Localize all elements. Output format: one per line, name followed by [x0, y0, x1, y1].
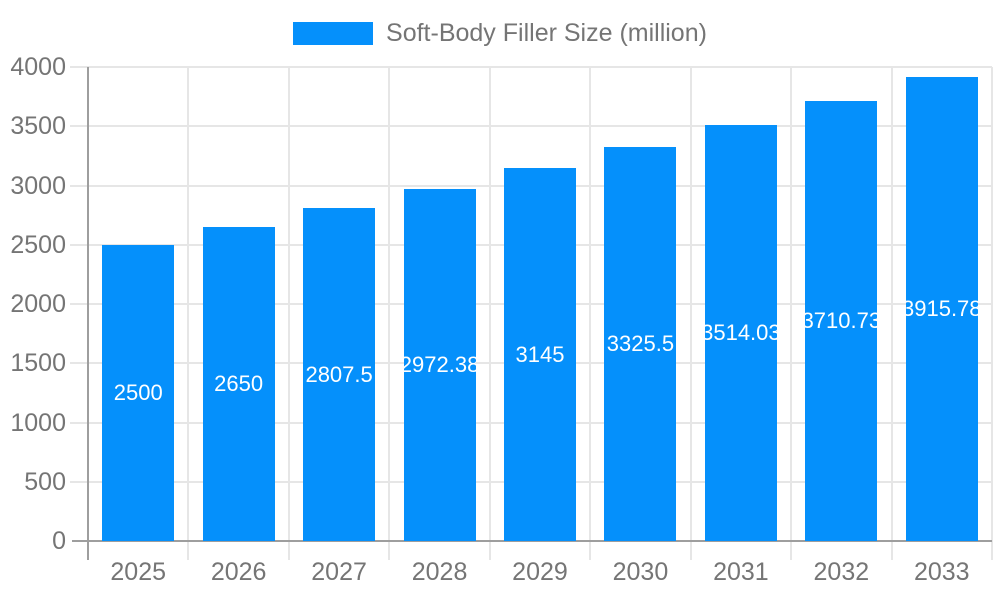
gridline-vertical [790, 67, 793, 560]
gridline-vertical [890, 67, 893, 560]
y-axis-line [87, 67, 89, 560]
x-axis-line [88, 540, 992, 542]
gridline-vertical [589, 67, 592, 560]
y-tick-label: 1500 [10, 349, 66, 378]
x-tick-label: 2025 [110, 558, 167, 586]
y-tick-label: 2500 [10, 230, 66, 259]
bar-2032[interactable]: 3710.73 [805, 101, 878, 541]
y-tick-label: 3500 [10, 112, 66, 141]
x-tick-label: 2030 [612, 558, 669, 586]
gridline-vertical [187, 67, 190, 560]
x-tick-label: 2031 [713, 558, 769, 586]
y-tick-label: 0 [52, 527, 66, 555]
zero-tick [72, 540, 88, 542]
x-tick-label: 2029 [512, 558, 568, 586]
bar-value-label: 3145 [515, 341, 565, 367]
bar-2028[interactable]: 2972.38 [403, 188, 476, 541]
gridline-vertical [488, 67, 491, 560]
legend-item[interactable]: Soft-Body Filler Size (million) [0, 19, 1000, 48]
y-tick-label: 2000 [10, 290, 66, 318]
bar-2025[interactable]: 2500 [102, 244, 175, 541]
legend-swatch [293, 22, 374, 45]
x-tick-label: 2026 [210, 558, 267, 586]
bar-value-label: 3915.78 [905, 295, 978, 321]
x-tick-label: 2028 [411, 558, 468, 586]
bar-value-label: 3710.73 [805, 308, 878, 334]
x-tick-label: 2033 [913, 558, 970, 586]
bar-value-label: 2972.38 [403, 351, 476, 377]
bar-2026[interactable]: 2650 [202, 226, 275, 541]
bar-value-label: 3325.5 [606, 330, 675, 356]
gridline-vertical [287, 67, 290, 560]
y-tick-label: 1000 [10, 408, 66, 437]
gridline-horizontal [70, 66, 992, 68]
gridline-vertical [991, 67, 993, 560]
x-tick-label: 2027 [311, 558, 367, 586]
y-tick-label: 4000 [10, 53, 66, 81]
gridline-vertical [388, 67, 391, 560]
y-tick-label: 3000 [10, 171, 66, 200]
bar-value-label: 3514.03 [704, 319, 777, 345]
y-tick-label: 500 [24, 467, 66, 496]
bar-2033[interactable]: 3915.78 [905, 76, 978, 541]
x-tick-label: 2032 [813, 558, 870, 586]
plot-area: 2500 2650 2807.5 2972.38 3145 3325.5 3514.03 37… [70, 66, 993, 560]
bar-value-label: 2807.5 [305, 361, 373, 387]
bar-2031[interactable]: 3514.03 [704, 124, 777, 541]
bar-value-label: 2500 [113, 379, 163, 405]
legend-label: Soft-Body Filler Size (million) [386, 19, 707, 47]
bar-value-label: 2650 [214, 370, 264, 396]
bar-2030[interactable]: 3325.5 [604, 146, 677, 541]
bar-2027[interactable]: 2807.5 [303, 208, 376, 541]
gridline-vertical [689, 67, 692, 560]
gridline-horizontal [70, 125, 992, 128]
bar-2029[interactable]: 3145 [504, 168, 576, 541]
